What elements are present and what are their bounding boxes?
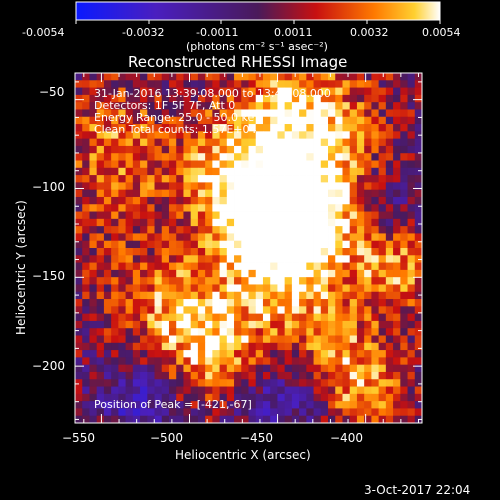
colorbar-tick-label: 0.0054: [422, 26, 461, 39]
colorbar-units: (photons cm⁻² s⁻¹ asec⁻²): [186, 40, 328, 53]
x-axis-label: Heliocentric X (arcsec): [175, 448, 311, 462]
colorbar-tick-label: 0.0011: [274, 26, 313, 39]
colorbar-tick-label: -0.0054: [22, 26, 64, 39]
x-tick-label: −400: [330, 431, 363, 445]
info-line-energy: Energy Range: 25.0 - 50.0 keV: [94, 111, 262, 124]
footer-timestamp: 3-Oct-2017 22:04: [364, 483, 470, 497]
heatmap: [75, 73, 423, 424]
y-tick-label: −100: [32, 180, 65, 194]
colorbar-tick-label: 0.0032: [350, 26, 389, 39]
x-tick-label: −550: [62, 431, 95, 445]
colorbar: [75, 1, 441, 21]
plot-frame: [74, 72, 423, 424]
colorbar-tick-marks: [75, 20, 441, 24]
y-tick-label: −200: [32, 359, 65, 373]
x-tick-label: −500: [150, 431, 183, 445]
y-tick-label: −150: [32, 269, 65, 283]
axis-ticks: [75, 73, 422, 423]
x-tick-label: −450: [240, 431, 273, 445]
info-line-time: 31-Jan-2016 13:39:08.000 to 13:49:08.000: [94, 87, 331, 100]
plot-title: Reconstructed RHESSI Image: [128, 53, 347, 71]
colorbar-tick-label: -0.0011: [196, 26, 238, 39]
info-line-detectors: Detectors: 1F 5F 7F, Att 0: [94, 99, 235, 112]
y-tick-label: −50: [39, 85, 64, 99]
colorbar-tick-label: -0.0032: [122, 26, 164, 39]
peak-position-label: Position of Peak = [-421,-67]: [94, 398, 252, 411]
y-axis-label: Heliocentric Y (arcsec): [14, 200, 28, 335]
info-line-counts: Clean Total counts: 1.57E+04: [94, 123, 257, 136]
